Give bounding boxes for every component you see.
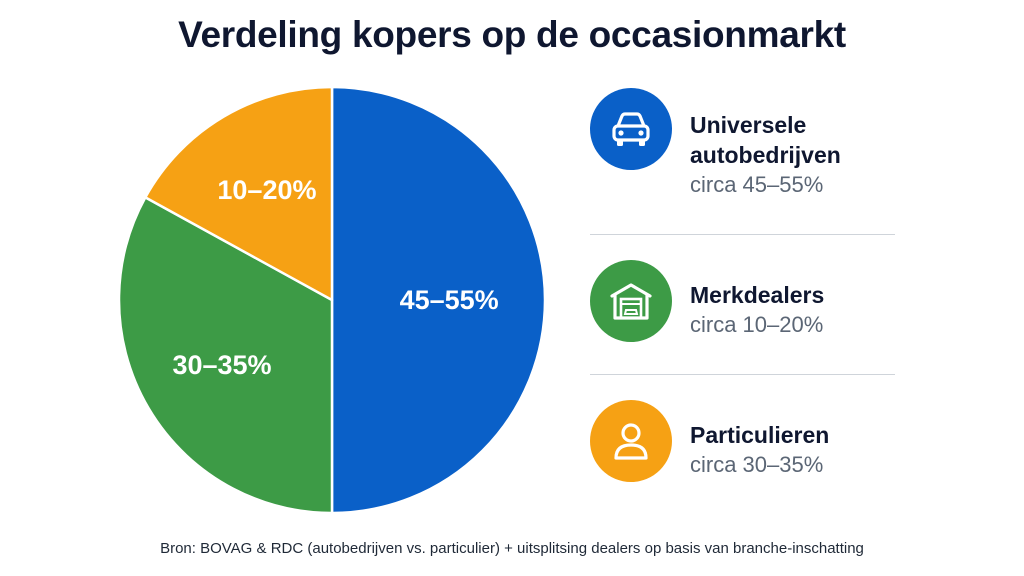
source-note: Bron: BOVAG & RDC (autobedrijven vs. par…: [160, 540, 864, 557]
chart-title: Verdeling kopers op de occasionmarkt: [178, 14, 846, 55]
legend-value: circa 10–20%: [690, 312, 824, 337]
car-icon: [590, 88, 672, 170]
legend-value: circa 45–55%: [690, 172, 824, 197]
legend-name-line2: autobedrijven: [690, 142, 841, 168]
pie-slice-particulieren: [117, 196, 334, 515]
garage-icon: [590, 260, 672, 342]
pie-slice-label: 30–35%: [172, 350, 271, 380]
legend-name: Merkdealers: [690, 282, 825, 308]
pie-slice-label: 45–55%: [400, 285, 499, 315]
legend-name-line1: Universele: [690, 112, 807, 138]
person-icon: [590, 400, 672, 482]
legend-name: Particulieren: [690, 422, 830, 448]
legend-value: circa 30–35%: [690, 452, 824, 477]
legend-divider: [590, 374, 895, 375]
pie-slice-merkdealers: [144, 85, 334, 302]
legend-divider: [590, 234, 895, 235]
pie-slice-label: 10–20%: [217, 175, 316, 205]
pie-slice-universele-autobedrijven: [330, 85, 547, 515]
